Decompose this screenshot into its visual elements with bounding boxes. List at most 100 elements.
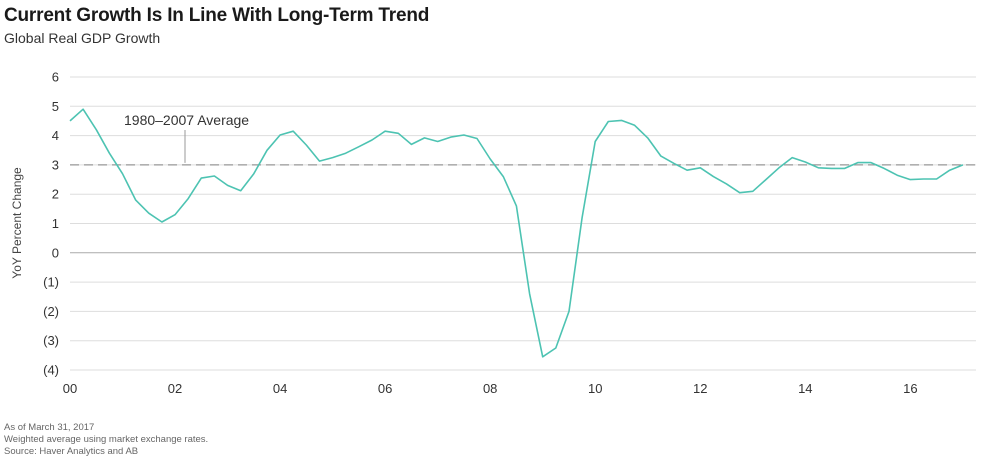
data-point xyxy=(239,189,243,193)
average-label: 1980–2007 Average xyxy=(124,112,249,128)
data-point xyxy=(843,166,847,170)
data-point xyxy=(488,157,492,161)
data-point xyxy=(738,191,742,195)
data-point xyxy=(777,166,781,170)
data-point xyxy=(514,204,518,208)
y-axis-ticks: 6 5 4 3 2 1 0 (1) (2) (3) (4) xyxy=(43,70,59,378)
y-tick-label: (3) xyxy=(43,333,59,348)
data-point xyxy=(961,163,965,167)
data-point xyxy=(619,118,623,122)
x-tick-label: 04 xyxy=(273,381,287,396)
data-point xyxy=(948,168,952,172)
data-point xyxy=(383,129,387,133)
data-point xyxy=(934,177,938,181)
data-point xyxy=(291,129,295,133)
data-point xyxy=(199,176,203,180)
data-point xyxy=(908,177,912,181)
data-point xyxy=(803,160,807,164)
data-point xyxy=(94,128,98,132)
data-point xyxy=(646,136,650,140)
y-tick-label: (4) xyxy=(43,363,59,378)
data-point xyxy=(422,136,426,140)
x-tick-label: 02 xyxy=(168,381,182,396)
footnote: Weighted average using market exchange r… xyxy=(4,434,209,445)
data-point xyxy=(252,172,256,176)
data-point xyxy=(527,292,531,296)
data-point xyxy=(685,168,689,172)
series-line xyxy=(69,108,964,358)
data-point xyxy=(212,174,216,178)
data-point xyxy=(107,151,111,155)
y-tick-label: 3 xyxy=(52,157,59,172)
data-point xyxy=(829,166,833,170)
x-tick-label: 00 xyxy=(63,381,77,396)
data-point xyxy=(711,174,715,178)
chart-subtitle: Global Real GDP Growth xyxy=(4,30,161,46)
data-point xyxy=(632,123,636,127)
data-point xyxy=(436,139,440,143)
data-point xyxy=(225,183,229,187)
x-tick-label: 16 xyxy=(903,381,917,396)
data-point xyxy=(160,220,164,224)
data-point xyxy=(567,309,571,313)
x-tick-label: 06 xyxy=(378,381,392,396)
y-tick-label: 2 xyxy=(52,187,59,202)
data-point xyxy=(278,133,282,137)
y-tick-label: 6 xyxy=(52,70,59,85)
y-axis-label: YoY Percent Change xyxy=(10,167,24,279)
data-point xyxy=(173,213,177,217)
data-point xyxy=(317,159,321,163)
average-reference: 1980–2007 Average xyxy=(70,112,976,166)
data-point xyxy=(856,160,860,164)
data-point xyxy=(541,355,545,359)
gridlines xyxy=(70,76,976,371)
data-point xyxy=(409,142,413,146)
data-point xyxy=(882,166,886,170)
data-point xyxy=(68,119,72,123)
data-point xyxy=(751,189,755,193)
y-tick-label: 5 xyxy=(52,99,59,114)
data-point xyxy=(593,139,597,143)
data-point xyxy=(580,215,584,219)
data-point xyxy=(265,148,269,152)
data-point xyxy=(370,138,374,142)
y-tick-label: 4 xyxy=(52,128,59,143)
data-point xyxy=(790,155,794,159)
data-point xyxy=(147,211,151,215)
x-tick-label: 14 xyxy=(798,381,812,396)
data-point xyxy=(764,177,768,181)
source-note: Source: Haver Analytics and AB xyxy=(4,446,139,457)
as-of-date: As of March 31, 2017 xyxy=(4,422,95,433)
data-point xyxy=(606,119,610,123)
data-point xyxy=(134,198,138,202)
data-point xyxy=(462,133,466,137)
data-point xyxy=(475,136,479,140)
data-point xyxy=(186,196,190,200)
series-layer xyxy=(68,107,965,359)
data-point xyxy=(357,145,361,149)
data-point xyxy=(554,346,558,350)
chart-title: Current Growth Is In Line With Long-Term… xyxy=(4,5,430,26)
data-point xyxy=(869,160,873,164)
footer-notes: As of March 31, 2017 Weighted average us… xyxy=(4,422,208,458)
data-point xyxy=(895,173,899,177)
data-point xyxy=(449,135,453,139)
y-tick-label: 1 xyxy=(52,216,59,231)
data-point xyxy=(724,182,728,186)
data-point xyxy=(330,155,334,159)
y-tick-label: (1) xyxy=(43,275,59,290)
x-tick-label: 08 xyxy=(483,381,497,396)
x-axis-ticks: 00 02 04 06 08 10 12 14 16 xyxy=(63,381,918,396)
data-point xyxy=(659,154,663,158)
data-point xyxy=(304,143,308,147)
data-point xyxy=(81,107,85,111)
data-point xyxy=(672,161,676,165)
data-point xyxy=(698,166,702,170)
data-point xyxy=(501,174,505,178)
x-tick-label: 10 xyxy=(588,381,602,396)
data-point xyxy=(344,151,348,155)
y-tick-label: 0 xyxy=(52,245,59,260)
data-point xyxy=(396,131,400,135)
data-point xyxy=(921,177,925,181)
